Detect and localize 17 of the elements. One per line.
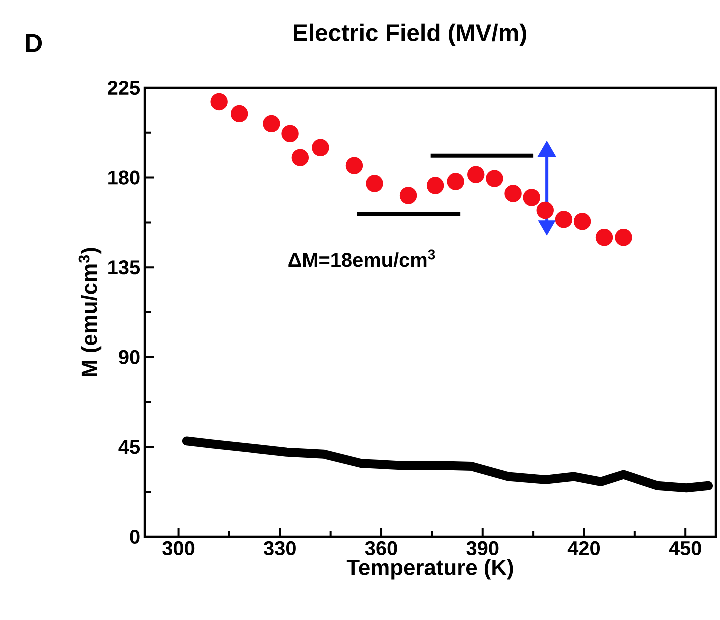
y-tick-label: 0 <box>130 530 140 544</box>
x-tick-label: 420 <box>568 541 600 556</box>
y-tick-label: 45 <box>118 440 140 454</box>
x-tick-label: 390 <box>466 541 499 556</box>
chart-title: Electric Field (MV/m) <box>294 24 526 46</box>
annotation: ΔM=18emu/cm$^{3}$ <box>288 250 436 268</box>
x-tick-label: 360 <box>365 541 398 556</box>
text: D <box>26 34 42 52</box>
y-tick-label: 90 <box>119 350 140 364</box>
y-tick-label: 225 <box>108 80 140 96</box>
y-axis-title: M (emu/cm$^{3}$) <box>78 248 102 376</box>
x-tick-label: 330 <box>264 541 296 556</box>
y-tick-label: 135 <box>108 260 140 275</box>
x-tick-label: 300 <box>162 541 195 556</box>
y-tick-label: 180 <box>108 170 140 185</box>
x-axis-title: Temperature (K) <box>346 559 514 580</box>
x-tick-label: 450 <box>669 541 702 556</box>
